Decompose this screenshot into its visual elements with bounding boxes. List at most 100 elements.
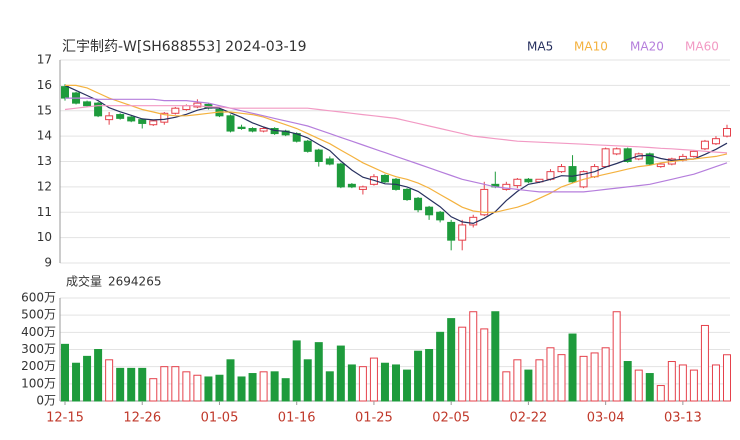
volume-bar <box>678 364 687 402</box>
volume-bar <box>116 367 125 402</box>
volume-bar <box>325 371 334 402</box>
candle-body <box>303 140 312 152</box>
volume-bar <box>568 333 577 402</box>
ma-line <box>65 97 728 193</box>
volume-bar <box>623 361 632 402</box>
legend-label: MA10 <box>574 40 608 54</box>
candle-body <box>403 188 412 201</box>
volume-tick-label: 100万 <box>21 376 56 390</box>
candle-body <box>436 211 445 221</box>
y-tick-label: 10 <box>37 230 52 244</box>
volume-tick-label: 400万 <box>21 325 56 339</box>
volume-bar <box>392 364 400 402</box>
candle-body <box>612 148 621 155</box>
x-tick-label: 01-05 <box>201 411 239 426</box>
y-tick-label: 12 <box>37 179 52 193</box>
x-tick-label: 12-15 <box>46 411 84 426</box>
chart-title: 汇宇制药-W[SH688553] 2024-03-19 <box>62 39 307 55</box>
volume-bar <box>689 369 698 402</box>
volume-bar <box>557 354 566 402</box>
volume-bar <box>270 371 279 402</box>
x-tick-label: 02-05 <box>432 411 470 426</box>
candle-body <box>458 224 467 241</box>
volume-bar <box>524 369 533 402</box>
candle-body <box>358 186 367 190</box>
x-tick-label: 01-25 <box>355 411 393 426</box>
candle-body <box>138 119 147 124</box>
volume-bar <box>94 349 103 402</box>
candle-body <box>248 128 257 132</box>
volume-bar <box>149 378 158 402</box>
ma-line <box>65 84 728 213</box>
candle-body <box>700 140 709 150</box>
candle-body <box>83 101 92 107</box>
volume-bar <box>590 352 599 402</box>
volume-bar <box>314 342 323 402</box>
candle-body <box>325 158 334 165</box>
volume-bar <box>403 369 412 402</box>
candle-body <box>171 107 180 114</box>
volume-bar <box>138 367 147 402</box>
volume-bar <box>259 371 268 402</box>
volume-bar <box>83 355 92 402</box>
x-tick-label: 02-22 <box>510 411 548 426</box>
volume-bar <box>513 359 522 402</box>
y-tick-label: 11 <box>37 205 52 219</box>
legend-label: MA20 <box>630 40 664 54</box>
candle-body <box>116 114 125 119</box>
candle-body <box>226 115 235 132</box>
candle-body <box>259 128 268 132</box>
volume-bar <box>723 354 731 402</box>
candle-body <box>414 197 423 211</box>
candle-body <box>149 120 158 126</box>
volume-bar <box>612 311 621 402</box>
candle-body <box>314 149 323 163</box>
volume-latest: 2694265 <box>108 275 161 289</box>
candle-body <box>160 112 169 123</box>
y-tick-label: 14 <box>37 129 52 143</box>
candle-body <box>502 183 511 190</box>
candle-body <box>425 206 434 216</box>
volume-bar <box>127 367 136 402</box>
candle-body <box>237 126 246 130</box>
volume-bar <box>248 373 257 402</box>
candle-body <box>711 138 720 145</box>
volume-bar <box>634 369 643 402</box>
volume-title: 成交量 <box>66 274 102 289</box>
candle-body <box>689 150 698 157</box>
y-tick-label: 16 <box>37 78 52 92</box>
volume-bar <box>469 311 478 402</box>
volume-bar <box>292 340 301 402</box>
volume-bar <box>656 385 665 402</box>
volume-bar <box>711 364 720 402</box>
volume-bar <box>502 371 511 402</box>
y-tick-label: 15 <box>37 103 52 117</box>
candle-body <box>557 166 566 173</box>
volume-bar <box>303 359 312 402</box>
volume-bar <box>193 374 202 402</box>
candle-body <box>623 148 632 162</box>
volume-bar <box>480 328 489 402</box>
volume-bar <box>105 359 114 402</box>
candle-body <box>513 178 522 187</box>
volume-bar <box>182 371 191 402</box>
volume-bar <box>436 331 445 402</box>
x-tick-label: 12-26 <box>123 411 161 426</box>
candle-body <box>480 188 489 216</box>
candle-body <box>347 183 356 188</box>
volume-bar <box>347 364 356 402</box>
volume-bar <box>546 347 555 402</box>
candle-body <box>336 163 345 188</box>
candle-body <box>380 174 389 183</box>
volume-bar <box>336 345 345 402</box>
legend-label: MA60 <box>685 40 719 54</box>
volume-bar <box>358 366 367 402</box>
candle-body <box>656 163 665 168</box>
volume-bar <box>369 357 378 402</box>
volume-bar <box>491 311 500 402</box>
volume-bar <box>458 326 467 402</box>
x-tick-label: 03-04 <box>587 411 625 426</box>
x-tick-label: 01-16 <box>278 411 316 426</box>
volume-tick-label: 200万 <box>21 359 56 373</box>
volume-bar <box>700 324 709 402</box>
